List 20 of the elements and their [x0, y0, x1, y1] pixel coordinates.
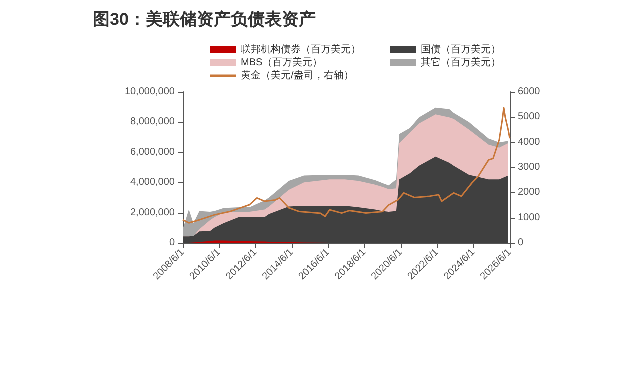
y-tick-label: 4,000,000 — [130, 177, 176, 188]
y-tick-label: 6,000,000 — [130, 146, 176, 158]
y2-tick-label: 2000 — [518, 187, 541, 198]
legend-label: 联邦机构债券（百万美元） — [241, 44, 361, 56]
y2-tick-label: 3000 — [518, 162, 541, 173]
y2-tick-label: 6000 — [518, 86, 541, 98]
line-series — [182, 107, 511, 224]
y-tick-label: 2,000,000 — [130, 207, 176, 218]
legend-label: 国债（百万美元） — [421, 44, 501, 56]
legend-label: 其它（百万美元） — [421, 56, 501, 68]
legend-label: 黄金（美元/盎司，右轴） — [241, 70, 354, 82]
chart-title: 图30：美联储资产负债表资产 — [93, 10, 316, 29]
y-tick-label: 8,000,000 — [130, 116, 176, 128]
y2-tick-label: 0 — [518, 238, 524, 248]
y2-tick-label: 5000 — [518, 112, 541, 123]
y2-tick-label: 4000 — [518, 136, 541, 148]
legend-label: MBS（百万美元） — [241, 56, 323, 68]
y-tick-label: 0 — [169, 238, 176, 248]
y-tick-label: 10,000,000 — [124, 86, 176, 98]
y2-tick-label: 1000 — [518, 212, 541, 224]
